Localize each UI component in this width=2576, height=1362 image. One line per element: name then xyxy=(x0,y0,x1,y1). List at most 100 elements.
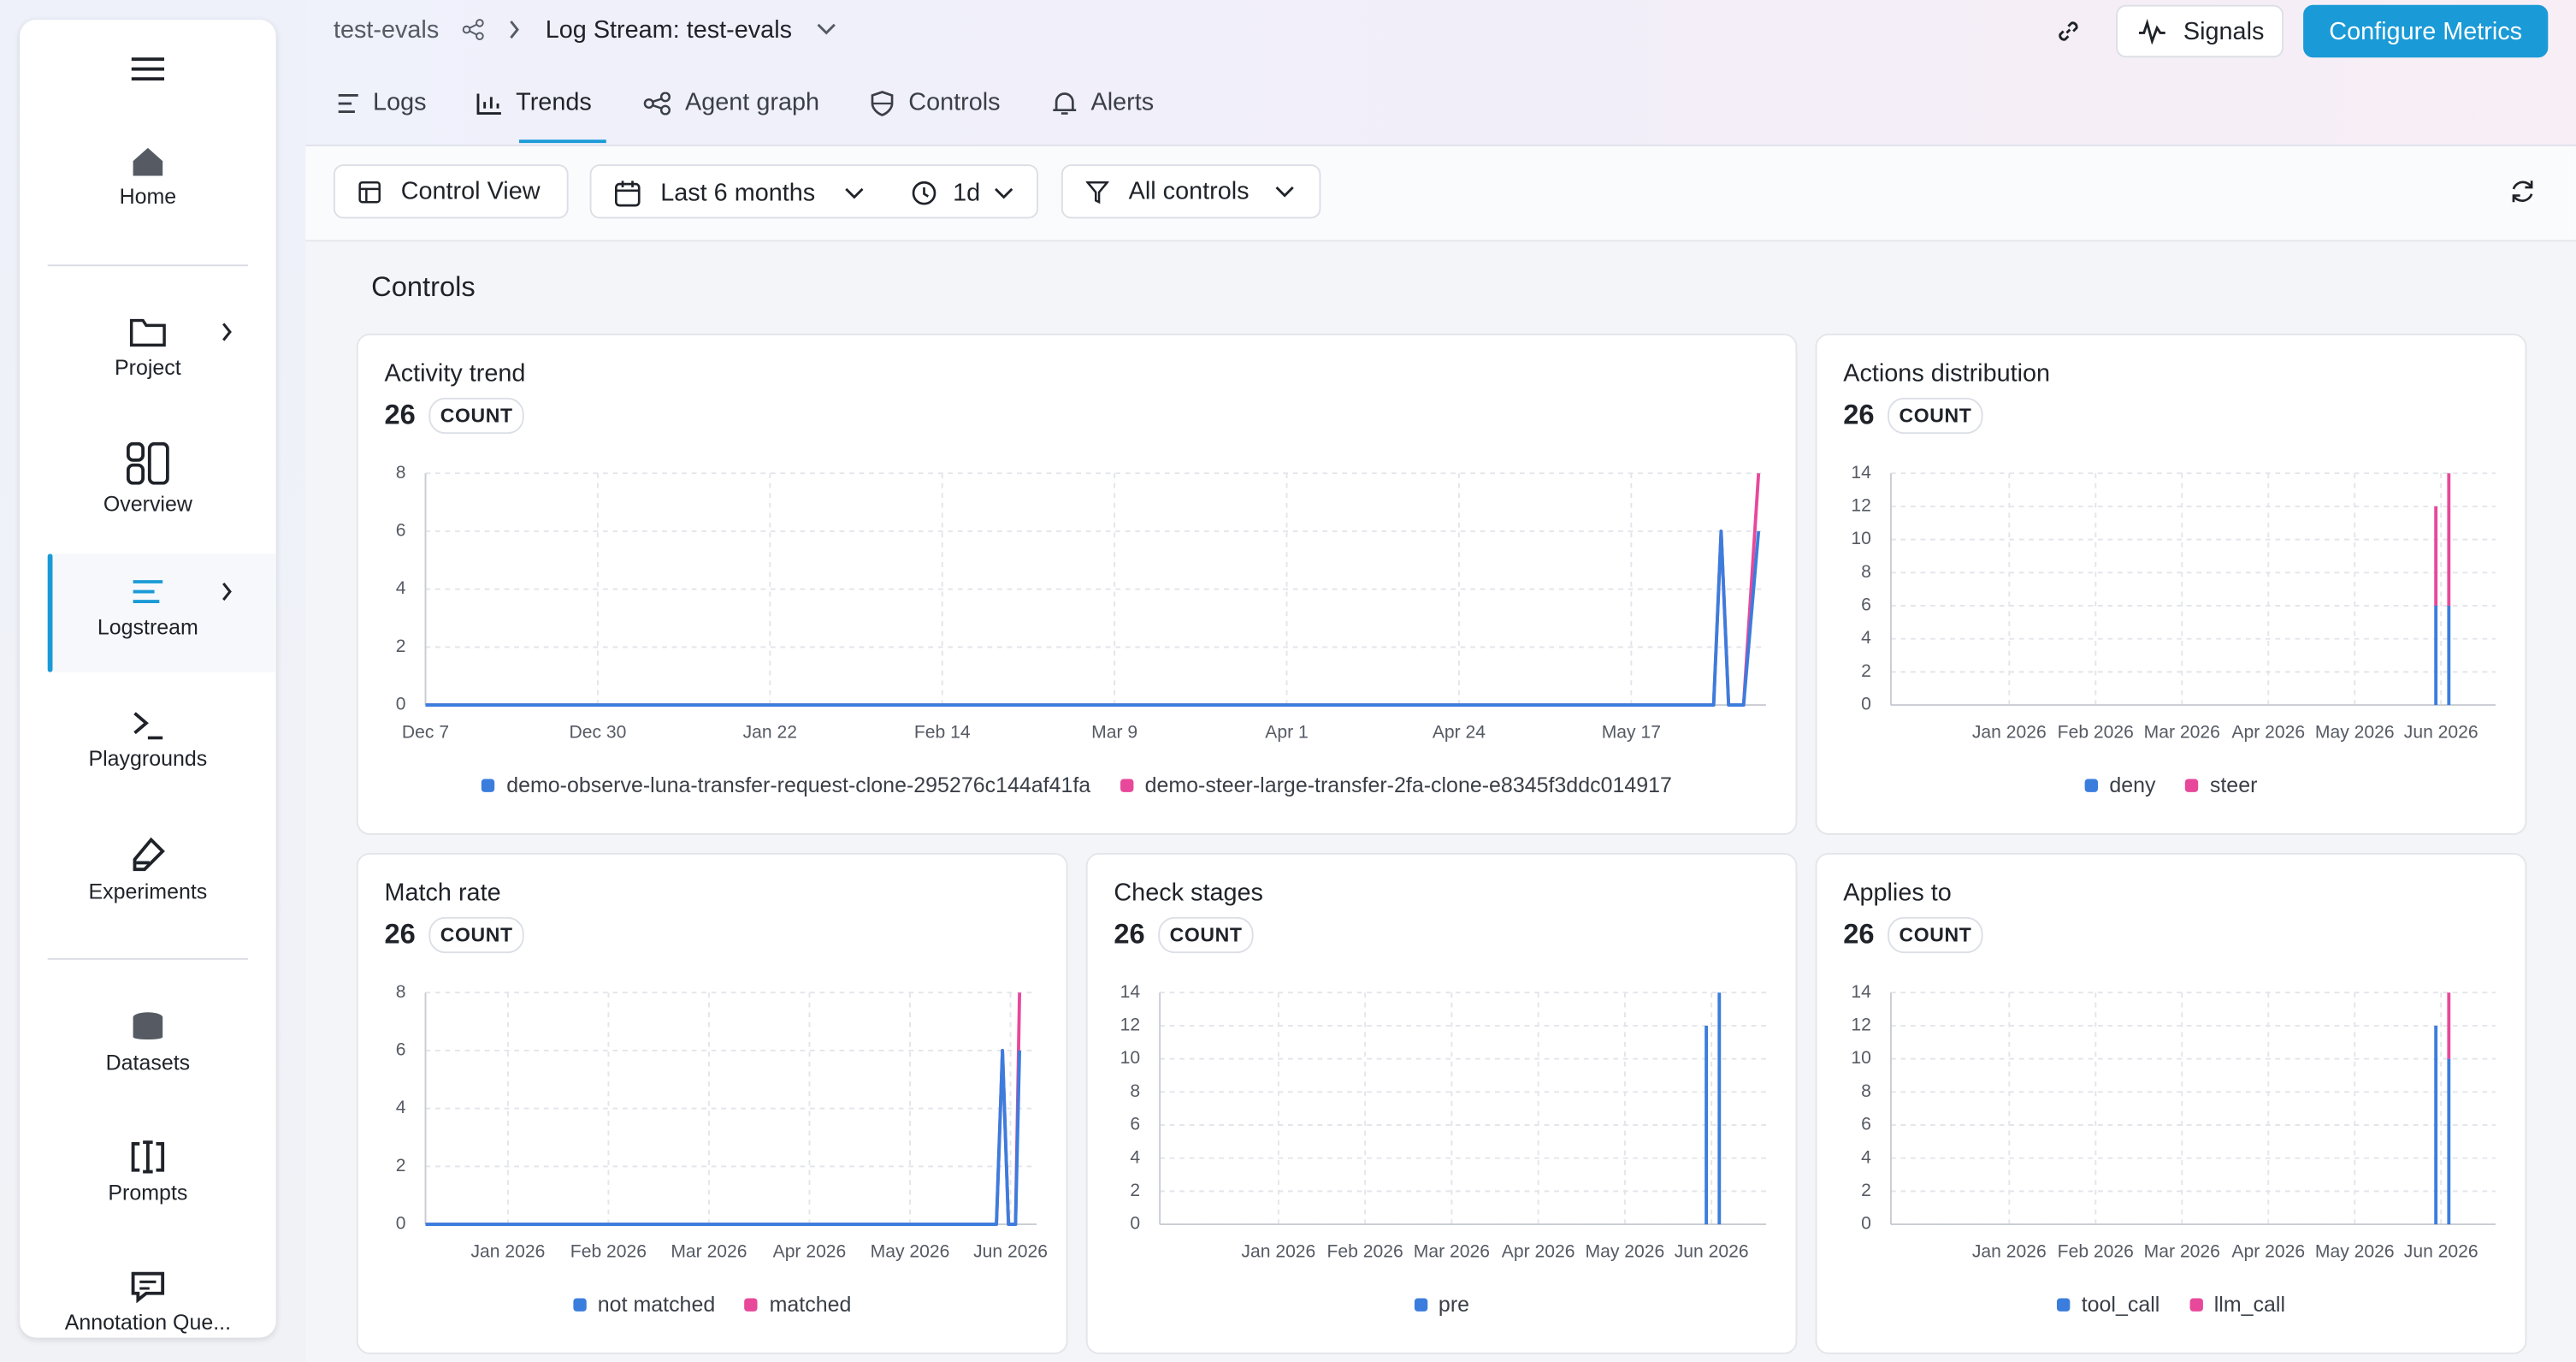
clock-icon xyxy=(912,181,936,205)
chart-total: 26 xyxy=(1114,918,1145,950)
bar xyxy=(2434,1025,2438,1225)
y-tick-label: 0 xyxy=(1861,695,1871,714)
x-tick-label: May 2026 xyxy=(1586,1241,1665,1261)
dropdown-chevron[interactable] xyxy=(994,187,1013,200)
legend-swatch xyxy=(744,1297,759,1311)
legend-swatch xyxy=(1414,1297,1427,1311)
nav-item[interactable]: Experiments xyxy=(20,837,276,904)
nav-item[interactable]: Prompts xyxy=(20,1140,276,1205)
y-tick-label: 8 xyxy=(1130,1081,1140,1101)
configure-metrics-button[interactable]: Configure Metrics xyxy=(2303,4,2549,58)
chart-title: Applies to xyxy=(1843,879,1952,908)
dropdown-chevron[interactable] xyxy=(844,187,864,200)
interval-label[interactable]: 1d xyxy=(953,179,981,208)
bar xyxy=(2434,605,2438,706)
nav-item[interactable]: Annotation Que... xyxy=(20,1270,276,1335)
y-tick-label: 10 xyxy=(1851,529,1870,548)
y-tick-label: 8 xyxy=(1861,1081,1871,1101)
x-tick-label: Mar 2026 xyxy=(2144,1241,2220,1261)
y-tick-label: 2 xyxy=(1130,1181,1140,1200)
tab[interactable]: Controls xyxy=(869,88,1001,117)
bar xyxy=(2447,992,2451,1059)
tab-label: Alerts xyxy=(1090,88,1155,117)
x-tick-label: Feb 2026 xyxy=(1327,1241,1403,1261)
range-label[interactable]: Last 6 months xyxy=(660,179,816,208)
legend-swatch xyxy=(1120,778,1134,791)
legend-item: pre xyxy=(1414,1292,1469,1317)
chart-total: 26 xyxy=(1843,399,1875,431)
bar xyxy=(1705,1025,1709,1225)
control-view-button[interactable]: Control View xyxy=(333,164,569,219)
chart-unit-badge: COUNT xyxy=(428,397,525,435)
y-tick-label: 2 xyxy=(1861,1181,1871,1200)
chart-title: Match rate xyxy=(384,879,501,908)
breadcrumb-project[interactable]: test-evals xyxy=(333,16,440,44)
chart-unit-badge: COUNT xyxy=(1158,916,1254,954)
x-tick-label: Apr 2026 xyxy=(1502,1241,1575,1261)
refresh-icon[interactable] xyxy=(2510,179,2535,204)
legend-label: tool_call xyxy=(2081,1291,2160,1317)
x-tick-label: Feb 14 xyxy=(914,722,971,742)
tab-active[interactable]: Trends xyxy=(476,89,592,116)
legend-swatch xyxy=(2189,1297,2203,1311)
tab-label: Logs xyxy=(373,88,427,117)
button-label: All controls xyxy=(1128,177,1250,206)
x-tick-label: Mar 9 xyxy=(1091,722,1137,742)
bar xyxy=(2447,473,2451,606)
x-tick-label: Jun 2026 xyxy=(1675,1241,1749,1261)
legend-item: llm_call xyxy=(2189,1292,2285,1317)
chart-title: Check stages xyxy=(1114,879,1263,908)
nav-item[interactable]: Overview xyxy=(20,441,276,516)
x-tick-label: May 17 xyxy=(1602,722,1661,742)
active-nav-background xyxy=(47,554,276,672)
x-tick-label: Jan 2026 xyxy=(1972,1241,2047,1261)
legend-label: pre xyxy=(1438,1291,1470,1317)
legend: pre xyxy=(1088,1292,1796,1317)
legend-swatch xyxy=(2056,1297,2071,1311)
nav-item[interactable]: Home xyxy=(20,145,276,209)
bar xyxy=(2447,1058,2451,1225)
tab-label: Controls xyxy=(908,88,1001,117)
tab-label: Agent graph xyxy=(685,88,820,117)
tab[interactable]: Logs xyxy=(337,88,427,117)
nav-item[interactable]: Project xyxy=(20,316,276,380)
y-tick-label: 8 xyxy=(1861,562,1871,582)
nav-item[interactable]: Playgrounds xyxy=(20,710,276,771)
y-tick-label: 10 xyxy=(1851,1048,1870,1068)
breadcrumb-stream[interactable]: Log Stream: test-evals xyxy=(545,16,793,44)
tab[interactable]: Agent graph xyxy=(642,88,820,117)
filter-button[interactable]: All controls xyxy=(1061,164,1321,219)
legend-swatch xyxy=(2185,778,2199,791)
menu-icon[interactable] xyxy=(131,56,165,82)
chevron xyxy=(222,582,232,601)
nav-label: Experiments xyxy=(88,879,208,904)
bar xyxy=(2434,506,2438,606)
y-tick-label: 4 xyxy=(396,1098,406,1117)
y-tick-label: 12 xyxy=(1851,1015,1870,1034)
legend-item: deny xyxy=(2084,773,2155,797)
link-icon[interactable] xyxy=(2055,18,2082,44)
tab[interactable]: Alerts xyxy=(1051,88,1155,117)
legend-swatch xyxy=(482,778,495,791)
button-label: Configure Metrics xyxy=(2329,17,2523,45)
chart-plot: 0 2 4 6 8 Dec 7 Dec 30 Jan 22 Feb 14 Mar 9 Apr 1 Ap… xyxy=(396,463,1766,742)
section-title: Controls xyxy=(371,270,476,303)
divider xyxy=(47,264,249,267)
nav-item[interactable]: Datasets xyxy=(20,1010,276,1075)
dropdown-chevron[interactable] xyxy=(817,23,836,36)
legend-label: demo-observe-luna-transfer-request-clone… xyxy=(506,772,1091,797)
legend-item: demo-steer-large-transfer-2fa-clone-e834… xyxy=(1120,773,1672,797)
nav-item[interactable]: Logstream xyxy=(20,578,276,639)
y-tick-label: 6 xyxy=(1130,1115,1140,1134)
legend: demo-observe-luna-transfer-request-clone… xyxy=(358,773,1796,797)
legend: deny steer xyxy=(1817,773,2526,797)
signals-button[interactable]: Signals xyxy=(2116,4,2284,58)
divider xyxy=(47,957,249,960)
x-tick-label: Jan 2026 xyxy=(1241,1241,1315,1261)
y-tick-label: 2 xyxy=(1861,661,1871,681)
x-tick-label: Apr 24 xyxy=(1433,722,1486,742)
x-tick-label: May 2026 xyxy=(2315,1241,2395,1261)
y-tick-label: 8 xyxy=(396,982,406,1002)
legend-swatch xyxy=(572,1297,587,1311)
chart-card: Actions distribution 26 COUNT 0 2 4 6 8 10 12 14 Ja… xyxy=(1815,333,2527,835)
